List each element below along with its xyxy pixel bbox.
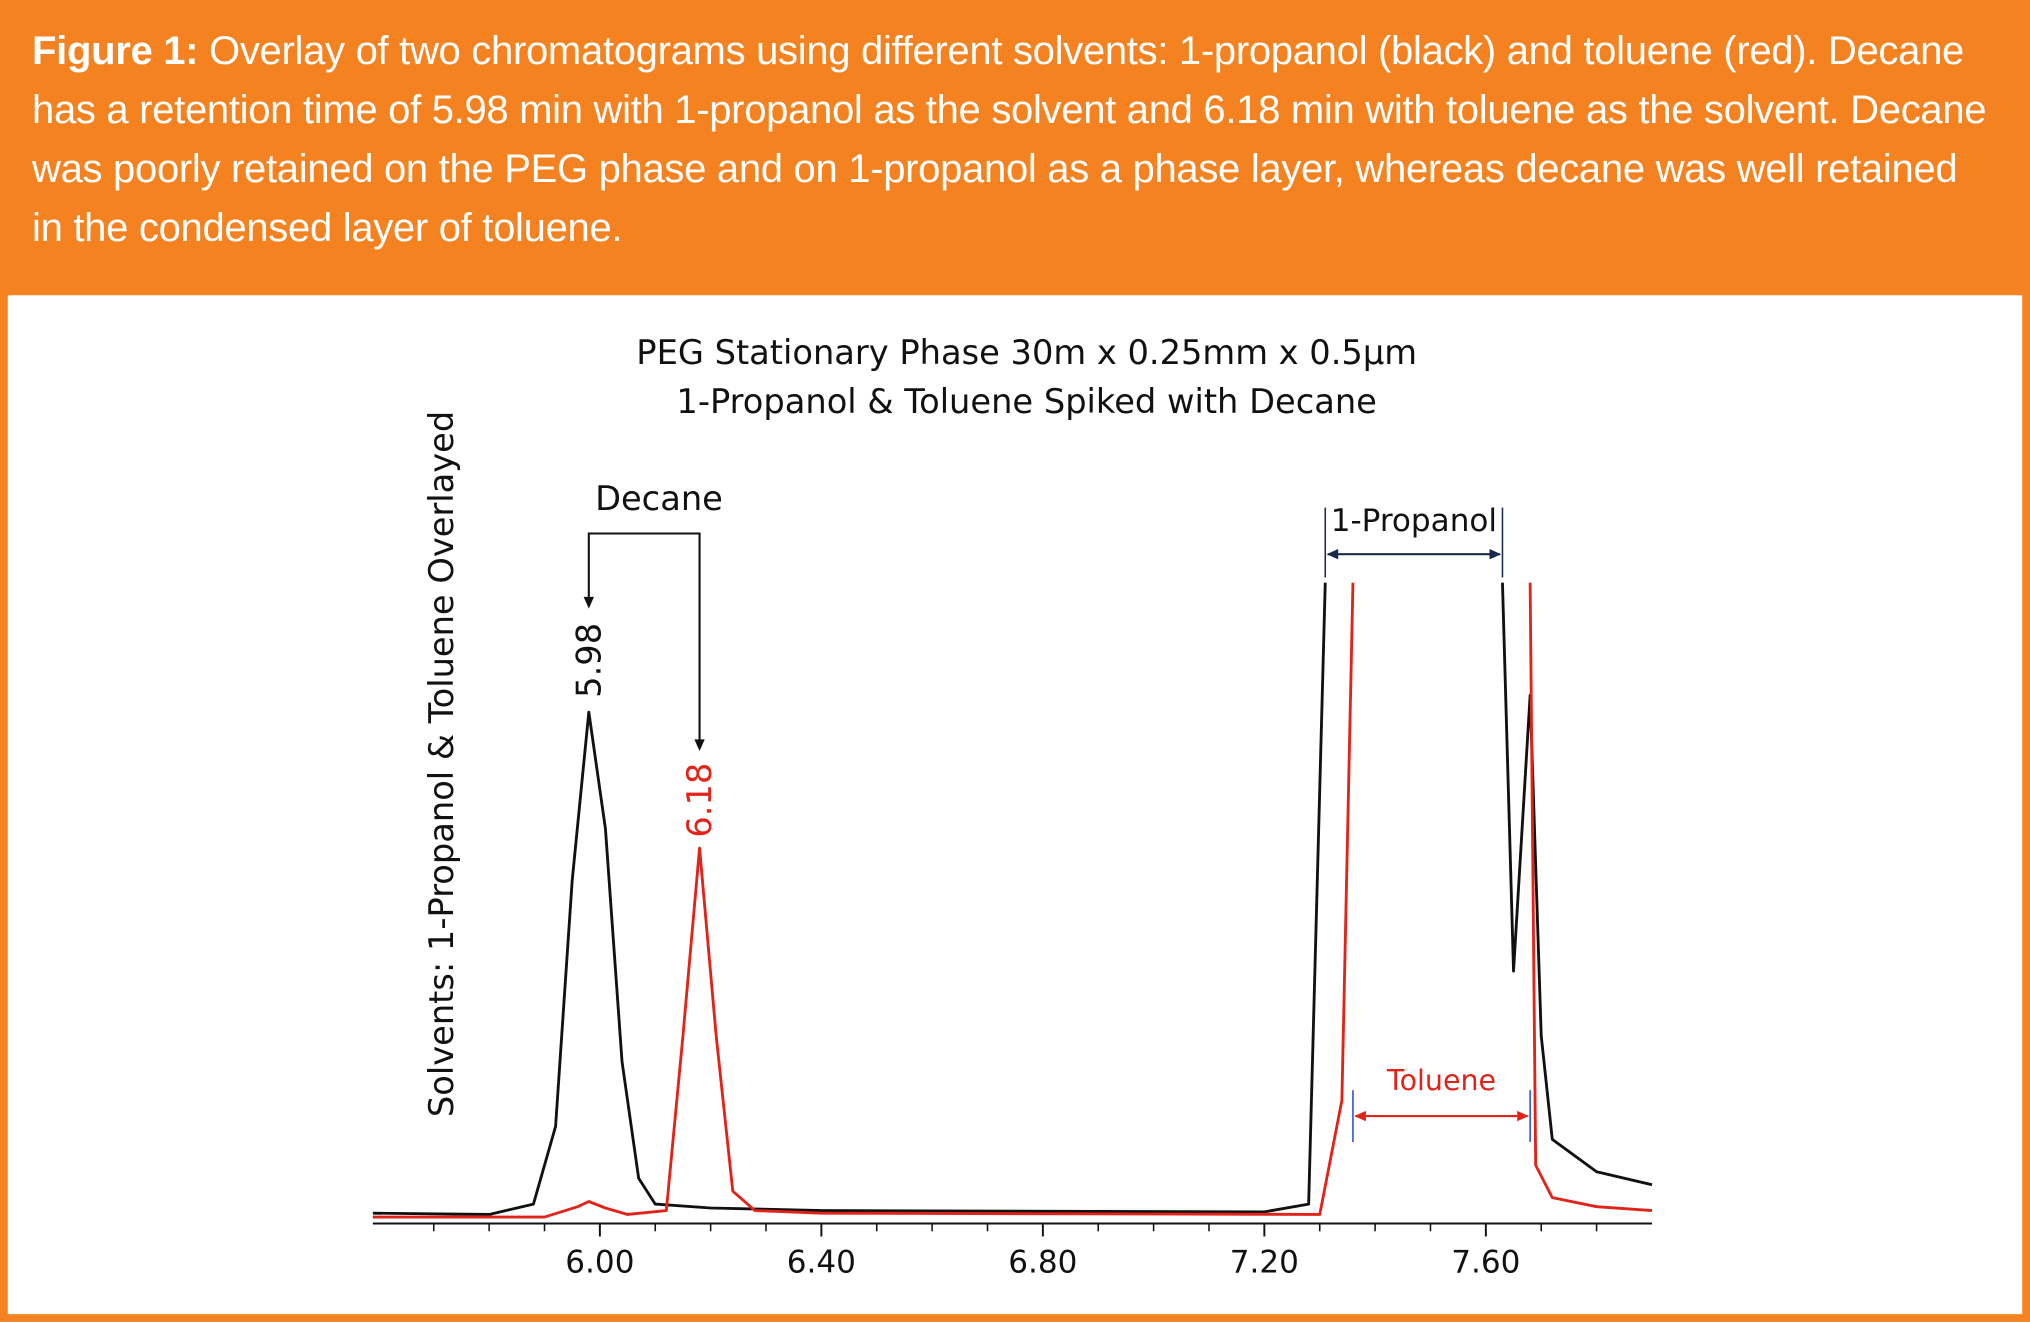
- arrowhead: [583, 596, 594, 609]
- y-axis-label: Solvents: 1-Propanol & Toluene Overlayed: [422, 411, 461, 1117]
- x-tick-label: 6.00: [565, 1245, 634, 1281]
- arrowhead: [1489, 549, 1502, 560]
- arrowhead: [694, 739, 705, 751]
- peak-label: 6.18: [680, 763, 719, 838]
- arrowhead: [1517, 1110, 1529, 1122]
- x-tick-label: 7.20: [1230, 1245, 1299, 1281]
- arrowhead: [1326, 549, 1339, 560]
- caption-band: [0, 0, 2030, 296]
- annotation-bracket: [587, 532, 701, 741]
- series-line: [372, 582, 1653, 1216]
- bracket-label: Toluene: [1386, 1064, 1496, 1097]
- arrowhead: [1354, 1110, 1366, 1122]
- caption-label: Figure 1:: [32, 29, 199, 73]
- peak-label: 5.98: [569, 623, 608, 698]
- bracket-label: 1-Propanol: [1331, 503, 1497, 539]
- x-tick-label: 6.80: [1008, 1245, 1077, 1281]
- chart-title: PEG Stationary Phase 30m x 0.25mm x 0.5µ…: [636, 333, 1417, 372]
- series-line: [372, 582, 1653, 1219]
- caption: Figure 1: Overlay of two chromatograms u…: [32, 22, 1998, 258]
- caption-text: Overlay of two chromatograms using diffe…: [32, 29, 1987, 250]
- x-tick-label: 7.60: [1451, 1245, 1520, 1281]
- chart-subtitle: 1-Propanol & Toluene Spiked with Decane: [676, 382, 1376, 421]
- x-tick-label: 6.40: [787, 1245, 856, 1281]
- annotation: Decane: [595, 479, 723, 518]
